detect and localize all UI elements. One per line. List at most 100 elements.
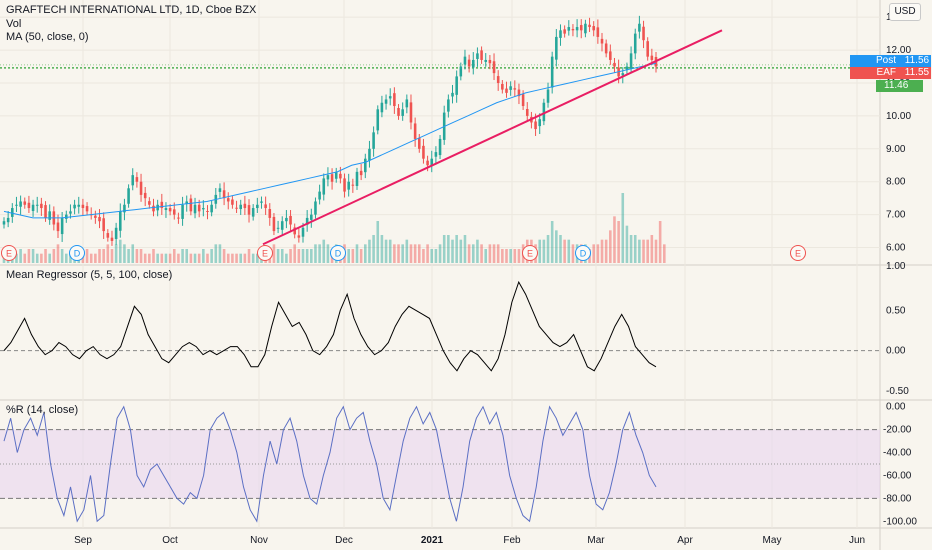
candle <box>235 207 238 209</box>
candle <box>31 204 35 212</box>
volume-bar <box>106 244 110 263</box>
candle <box>447 99 450 112</box>
volume-bar <box>638 239 641 263</box>
volume-bar <box>148 253 151 263</box>
volume-bar <box>417 244 421 263</box>
volume-bar <box>280 249 284 263</box>
volume-bar <box>359 249 363 263</box>
candle <box>172 209 176 215</box>
volume-bar <box>243 253 247 263</box>
volume-bar <box>430 249 434 263</box>
volume-bar <box>89 253 93 263</box>
volume-bar <box>52 249 56 263</box>
volume-bar <box>376 221 380 263</box>
dividend-marker-label: D <box>74 249 81 259</box>
candle <box>118 211 122 231</box>
volume-bar <box>247 249 251 263</box>
candle <box>609 51 612 60</box>
candle <box>584 23 587 34</box>
x-tick-label: 2021 <box>421 535 444 546</box>
volume-bar <box>488 244 492 263</box>
candle <box>168 208 172 212</box>
volume-bar <box>231 253 234 263</box>
candle <box>588 24 591 28</box>
price-tick-label: 1.00 <box>886 261 906 272</box>
candle <box>339 173 342 179</box>
candle <box>372 132 375 149</box>
volume-bar <box>409 244 413 263</box>
volume-bar <box>625 225 629 263</box>
candle <box>567 27 571 31</box>
candle <box>98 216 101 222</box>
candle <box>268 209 272 218</box>
volume-bar <box>114 244 118 263</box>
candle <box>272 216 276 232</box>
volume-bar <box>31 249 35 263</box>
volume-bar <box>226 253 230 263</box>
x-tick-label: Mar <box>587 535 605 546</box>
mr-tick-label: 0.00 <box>886 346 906 357</box>
earnings-marker-label: E <box>6 249 12 259</box>
candle <box>15 204 18 206</box>
candle <box>384 99 388 104</box>
candle <box>65 214 68 219</box>
dividend-marker-label: D <box>580 249 587 259</box>
candle <box>23 201 27 205</box>
currency-button[interactable]: USD <box>889 3 921 21</box>
candle <box>264 204 267 209</box>
candle <box>297 235 301 238</box>
candle <box>388 96 392 99</box>
candle <box>289 215 292 225</box>
candle <box>409 102 413 123</box>
volume-bar <box>397 244 400 263</box>
candle <box>559 30 562 38</box>
x-tick-label: Sep <box>74 535 92 546</box>
wr-tick-label: -40.00 <box>883 448 912 459</box>
candle <box>256 204 259 209</box>
candle <box>638 23 641 32</box>
candle <box>110 237 114 241</box>
x-tick-label: Feb <box>503 535 521 546</box>
candle <box>280 221 284 230</box>
x-tick-label: Oct <box>162 535 178 546</box>
volume-bar <box>118 239 122 263</box>
volume-bar <box>663 244 666 263</box>
volume-bar <box>44 249 47 263</box>
candle <box>467 59 471 67</box>
candle <box>546 89 550 103</box>
volume-bar <box>571 244 575 263</box>
eaf-price-tag: EAF 11.55 <box>850 67 931 79</box>
candle <box>525 108 529 116</box>
candle <box>471 59 475 68</box>
volume-bar <box>351 249 355 263</box>
trendline <box>262 29 723 246</box>
volume-bar <box>127 249 130 263</box>
earnings-marker-label: E <box>262 249 268 259</box>
volume-bar <box>546 235 550 263</box>
volume-bar <box>235 253 238 263</box>
candle <box>422 145 425 159</box>
candle <box>85 206 89 212</box>
candle <box>434 152 438 157</box>
candle <box>579 25 583 31</box>
candle <box>197 204 201 212</box>
volume-bar <box>471 244 475 263</box>
volume-bar <box>143 253 147 263</box>
candle <box>160 201 164 209</box>
candle <box>426 160 429 166</box>
volume-bar <box>517 249 521 263</box>
post-value: 11.56 <box>904 55 930 66</box>
candle <box>534 121 537 130</box>
volume-bar <box>94 253 97 263</box>
volume-bar <box>476 239 479 263</box>
volume-bar <box>654 239 658 263</box>
candle <box>193 204 197 214</box>
volume-bar <box>289 249 292 263</box>
candle <box>293 227 296 235</box>
volume-bar <box>609 230 612 263</box>
candle <box>376 109 380 131</box>
candle <box>143 192 147 199</box>
candle <box>251 208 255 217</box>
volume-bar <box>459 239 463 263</box>
